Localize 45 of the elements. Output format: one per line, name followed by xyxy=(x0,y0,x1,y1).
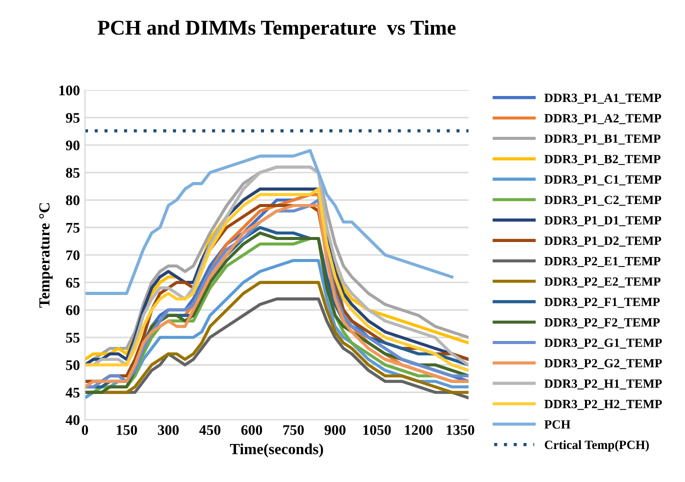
legend-label: DDR3_P2_G2_TEMP xyxy=(544,359,662,370)
y-tick-label: 75 xyxy=(66,223,80,233)
x-tick-label: 150 xyxy=(116,425,138,435)
legend-label: DDR3_P1_B2_TEMP xyxy=(544,154,660,165)
x-tick-label: 300 xyxy=(158,425,179,435)
y-tick-label: 45 xyxy=(66,388,80,398)
legend-label: DDR3_P1_C1_TEMP xyxy=(544,175,662,186)
x-tick-label: 450 xyxy=(199,425,220,435)
y-tick-label: 40 xyxy=(66,415,80,426)
legend-label: DDR3_P2_F1_TEMP xyxy=(544,298,660,308)
x-tick-label: 900 xyxy=(324,425,346,435)
y-tick-label: 80 xyxy=(66,195,80,206)
legend-label: DDR3_P1_A2_TEMP xyxy=(544,114,662,124)
legend-label: DDR3_P1_D2_TEMP xyxy=(544,236,662,247)
x-tick-label: 0 xyxy=(82,425,88,435)
y-tick-label: 65 xyxy=(66,278,80,288)
x-tick-label: 750 xyxy=(283,425,304,435)
legend-label: DDR3_P2_F2_TEMP xyxy=(544,318,660,328)
legend-label: DDR3_P2_E1_TEMP xyxy=(544,256,660,267)
legend-label: DDR3_P1_C2_TEMP xyxy=(544,196,662,206)
y-tick-label: 95 xyxy=(66,113,80,123)
y-tick-label: 100 xyxy=(59,85,80,96)
legend-label: DDR3_P2_H1_TEMP xyxy=(544,379,662,390)
y-axis-title: Temperature °C xyxy=(39,203,53,308)
legend-label: DDR3_P1_D1_TEMP xyxy=(544,216,662,226)
x-tick-label: 600 xyxy=(241,425,262,435)
y-tick-label: 60 xyxy=(66,305,80,316)
legend-label: DDR3_P1_B1_TEMP xyxy=(544,134,660,145)
legend-label: Crtical Temp(PCH) xyxy=(544,440,649,452)
x-tick-label: 1050 xyxy=(363,425,391,435)
line-series xyxy=(84,149,454,295)
x-axis-title: Time(seconds) xyxy=(230,443,324,458)
y-tick-label: 85 xyxy=(66,168,80,178)
y-tick-label: 90 xyxy=(66,140,80,150)
legend-label: PCH xyxy=(544,420,570,429)
y-tick-label: 50 xyxy=(66,360,80,370)
y-tick-label: 70 xyxy=(66,250,80,260)
x-tick-label: 1350 xyxy=(446,425,474,435)
legend-label: DDR3_P2_E2_TEMP xyxy=(544,277,660,288)
legend-label: DDR3_P1_A1_TEMP xyxy=(544,94,662,104)
chart-title: PCH and DIMMs Temperature vs Time xyxy=(98,20,456,40)
legend-label: DDR3_P2_H2_TEMP xyxy=(544,400,662,410)
x-tick-label: 1200 xyxy=(405,425,433,435)
y-tick-label: 55 xyxy=(66,332,80,343)
legend-label: DDR3_P2_G1_TEMP xyxy=(544,338,662,349)
